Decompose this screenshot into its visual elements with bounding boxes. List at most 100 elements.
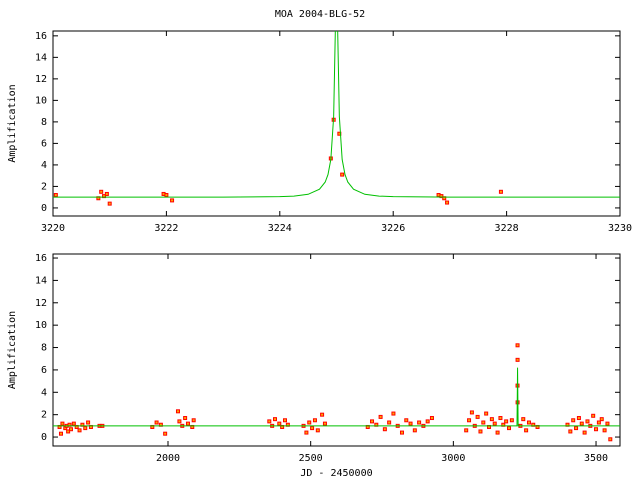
data-point [571, 418, 576, 423]
y-tick-label: 12 [35, 74, 47, 85]
x-axis-label: JD - 2450000 [300, 468, 372, 479]
chart-title: MOA 2004-BLG-52 [275, 9, 365, 20]
y-tick-label: 16 [35, 253, 47, 264]
data-point [404, 418, 409, 423]
x-tick-label: 3226 [381, 223, 405, 234]
data-point [315, 428, 320, 433]
data-point [605, 421, 610, 426]
data-point [322, 421, 327, 426]
data-point [439, 194, 444, 199]
data-point [267, 419, 272, 424]
data-point [582, 430, 587, 435]
data-point [163, 431, 168, 436]
y-axis-label: Amplification [7, 311, 18, 389]
data-point [495, 430, 500, 435]
data-point [596, 420, 601, 425]
data-point [504, 419, 509, 424]
data-point [579, 421, 584, 426]
data-point [387, 420, 392, 425]
data-point [320, 412, 325, 417]
data-point [478, 429, 483, 434]
y-tick-label: 10 [35, 95, 47, 106]
y-axis-label: Amplification [7, 84, 18, 162]
data-point [602, 428, 607, 433]
data-point [515, 357, 520, 362]
data-point [382, 427, 387, 432]
data-point [107, 201, 112, 206]
y-tick-label: 14 [35, 52, 47, 63]
y-tick-label: 4 [41, 160, 47, 171]
x-tick-label: 3222 [154, 223, 178, 234]
data-point [340, 172, 345, 177]
data-point [53, 193, 58, 198]
data-point [307, 420, 312, 425]
y-tick-label: 2 [41, 410, 47, 421]
data-point [191, 418, 196, 423]
data-point [99, 189, 104, 194]
data-point [304, 430, 309, 435]
x-tick-label: 3228 [495, 223, 519, 234]
x-tick-label: 3230 [608, 223, 632, 234]
y-tick-label: 6 [41, 138, 47, 149]
data-point [526, 420, 531, 425]
y-tick-label: 0 [41, 432, 47, 443]
y-tick-label: 6 [41, 365, 47, 376]
data-point [175, 409, 180, 414]
data-point [484, 411, 489, 416]
data-point [370, 419, 375, 424]
data-point [277, 421, 282, 426]
data-point [524, 428, 529, 433]
data-point [83, 426, 88, 431]
data-point [576, 416, 581, 421]
x-tick-label: 3000 [441, 453, 465, 464]
data-point [585, 419, 590, 424]
data-point [498, 189, 503, 194]
y-tick-label: 14 [35, 275, 47, 286]
data-point [170, 198, 175, 203]
data-point [417, 420, 422, 425]
data-point [515, 343, 520, 348]
data-point [467, 418, 472, 423]
data-point [310, 426, 315, 431]
x-tick-label: 2500 [299, 453, 323, 464]
data-point [412, 428, 417, 433]
data-point [608, 437, 613, 442]
data-point [509, 418, 514, 423]
data-point [66, 429, 71, 434]
data-point [498, 416, 503, 421]
data-point [391, 411, 396, 416]
data-point [481, 420, 486, 425]
x-tick-label: 3500 [584, 453, 608, 464]
data-point [68, 427, 73, 432]
data-point [71, 421, 76, 426]
x-tick-label: 3224 [268, 223, 292, 234]
y-tick-label: 16 [35, 31, 47, 42]
data-point [568, 429, 573, 434]
data-point [574, 426, 579, 431]
plot-frame [52, 253, 621, 447]
x-tick-label: 2000 [156, 453, 180, 464]
data-point [429, 416, 434, 421]
data-point [378, 414, 383, 419]
data-point [599, 417, 604, 422]
data-point [506, 426, 511, 431]
data-point [273, 417, 278, 422]
model-line [53, 31, 620, 198]
data-point [312, 418, 317, 423]
model-line [53, 367, 620, 427]
data-point [104, 191, 109, 196]
y-tick-label: 8 [41, 343, 47, 354]
y-tick-label: 4 [41, 387, 47, 398]
data-point [489, 417, 494, 422]
data-point [469, 410, 474, 415]
data-point [177, 419, 182, 424]
y-tick-label: 10 [35, 320, 47, 331]
data-point [445, 200, 450, 205]
data-point [77, 428, 82, 433]
data-point [408, 421, 413, 426]
data-point [86, 420, 91, 425]
data-point [399, 430, 404, 435]
data-point [425, 419, 430, 424]
